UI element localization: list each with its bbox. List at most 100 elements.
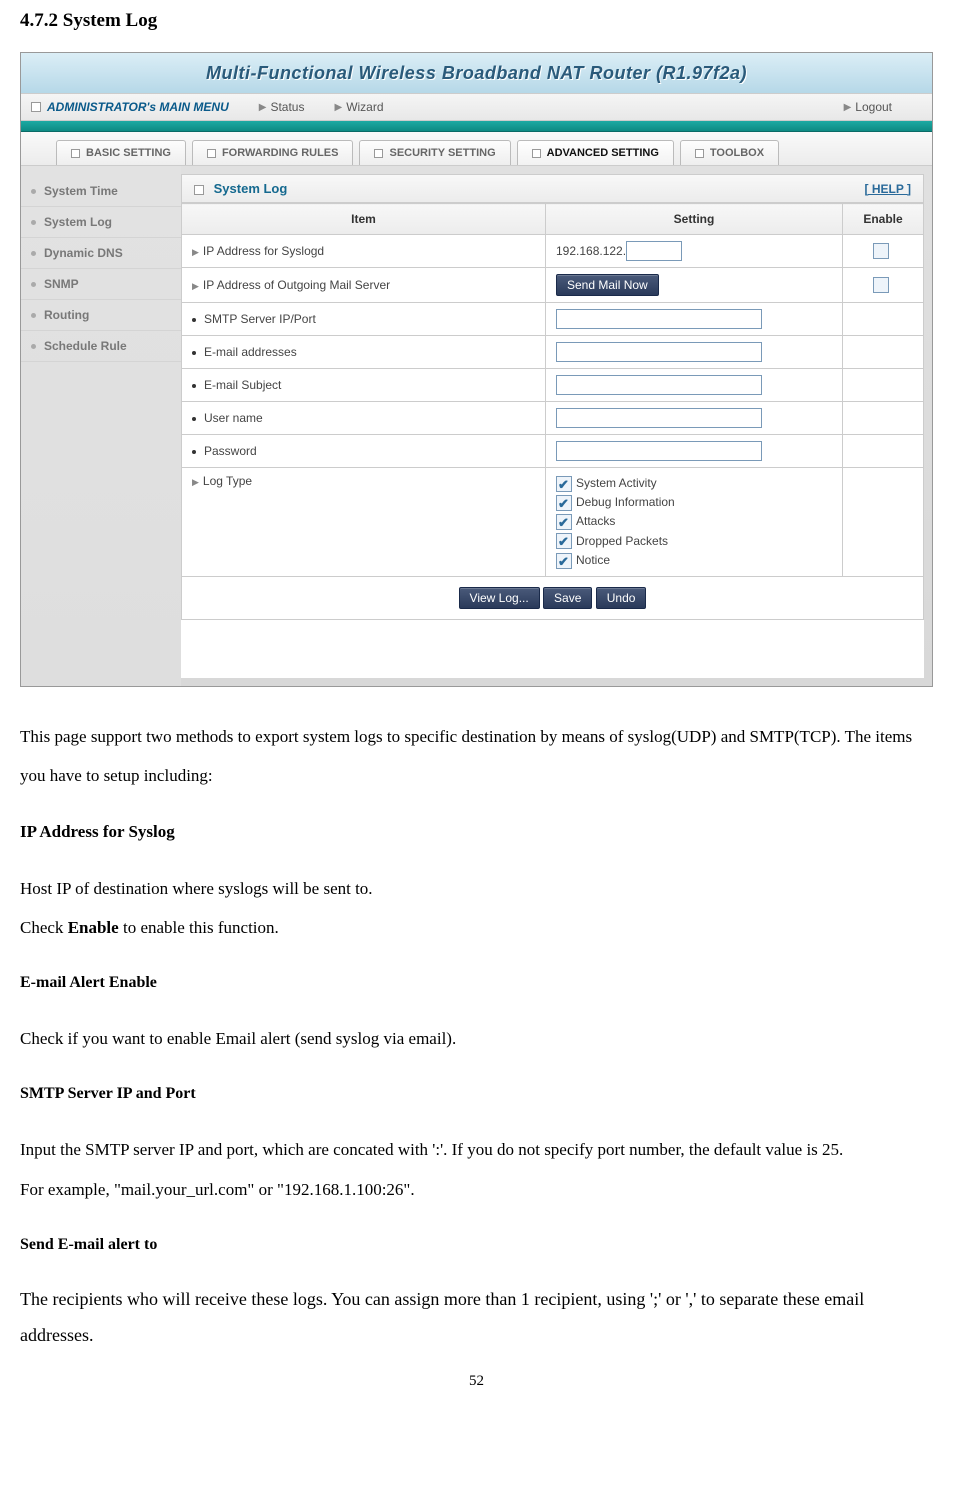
row-mail-server: ▶IP Address of Outgoing Mail Server Send… <box>182 268 924 303</box>
item-label: E-mail Subject <box>204 378 281 392</box>
settings-table: Item Setting Enable ▶IP Address for Sysl… <box>181 203 924 577</box>
panel-header: System Log [ HELP ] <box>181 174 924 203</box>
syslog-ip-input[interactable] <box>626 241 682 261</box>
arrow-icon: ▶ <box>259 102 267 113</box>
log-option-label: System Activity <box>576 476 657 490</box>
log-system-activity-checkbox[interactable] <box>556 476 572 492</box>
nav-status[interactable]: ▶Status <box>259 100 305 114</box>
help-link[interactable]: [ HELP ] <box>865 182 911 196</box>
tab-bullet-icon <box>532 149 541 158</box>
teal-divider <box>21 121 932 132</box>
log-debug-checkbox[interactable] <box>556 495 572 511</box>
router-title-bar: Multi-Functional Wireless Broadband NAT … <box>21 53 932 93</box>
tab-security-setting[interactable]: SECURITY SETTING <box>359 140 510 165</box>
smtp-input[interactable] <box>556 309 762 329</box>
tab-bullet-icon <box>207 149 216 158</box>
col-setting: Setting <box>546 204 843 235</box>
triangle-icon: ▶ <box>192 247 199 257</box>
section-heading: 4.7.2 System Log <box>20 10 933 32</box>
item-label: SMTP Server IP/Port <box>204 312 316 326</box>
mail-enable-checkbox[interactable] <box>873 277 889 293</box>
row-email-addresses: E-mail addresses <box>182 336 924 369</box>
dot-icon <box>192 384 196 388</box>
description-intro: This page support two methods to export … <box>20 717 933 795</box>
row-syslog-ip: ▶IP Address for Syslogd 192.168.122. <box>182 235 924 268</box>
desc-line: Check if you want to enable Email alert … <box>20 1019 933 1058</box>
tab-toolbox[interactable]: TOOLBOX <box>680 140 779 165</box>
sidebar-item-system-log[interactable]: System Log <box>21 207 181 238</box>
sidebar-item-label: SNMP <box>44 277 79 291</box>
tab-advanced-setting[interactable]: ADVANCED SETTING <box>517 140 674 165</box>
row-password: Password <box>182 435 924 468</box>
router-title: Multi-Functional Wireless Broadband NAT … <box>206 63 747 84</box>
item-label: Password <box>204 444 257 458</box>
ip-prefix: 192.168.122. <box>556 244 626 258</box>
heading-send-email: Send E-mail alert to <box>20 1229 933 1261</box>
syslog-enable-checkbox[interactable] <box>873 243 889 259</box>
sidebar-item-label: Schedule Rule <box>44 339 127 353</box>
tab-label: BASIC SETTING <box>86 147 171 159</box>
row-username: User name <box>182 402 924 435</box>
sidebar-item-label: System Log <box>44 215 112 229</box>
password-input[interactable] <box>556 441 762 461</box>
tab-forwarding-rules[interactable]: FORWARDING RULES <box>192 140 354 165</box>
undo-button[interactable]: Undo <box>596 587 647 609</box>
item-label: Log Type <box>203 474 252 488</box>
log-option-label: Notice <box>576 553 610 567</box>
dot-icon <box>31 282 36 287</box>
tab-basic-setting[interactable]: BASIC SETTING <box>56 140 186 165</box>
panel-title: System Log <box>214 181 288 196</box>
row-smtp: SMTP Server IP/Port <box>182 303 924 336</box>
dot-icon <box>192 417 196 421</box>
desc-line: Host IP of destination where syslogs wil… <box>20 869 933 908</box>
send-mail-now-button[interactable]: Send Mail Now <box>556 274 659 296</box>
log-dropped-checkbox[interactable] <box>556 533 572 549</box>
arrow-icon: ▶ <box>844 102 852 113</box>
dot-icon <box>31 313 36 318</box>
button-row: View Log... Save Undo <box>181 577 924 620</box>
sidebar-item-system-time[interactable]: System Time <box>21 176 181 207</box>
sidebar-item-label: Dynamic DNS <box>44 246 123 260</box>
triangle-icon: ▶ <box>192 477 199 487</box>
sidebar-item-dynamic-dns[interactable]: Dynamic DNS <box>21 238 181 269</box>
log-attacks-checkbox[interactable] <box>556 514 572 530</box>
sidebar-item-snmp[interactable]: SNMP <box>21 269 181 300</box>
desc-line: Input the SMTP server IP and port, which… <box>20 1130 933 1169</box>
nav-logout[interactable]: ▶Logout <box>844 100 892 114</box>
admin-menu-label: ADMINISTRATOR's MAIN MENU <box>47 100 229 114</box>
heading-ip-syslog: IP Address for Syslog <box>20 815 933 849</box>
save-button[interactable]: Save <box>543 587 592 609</box>
item-label: E-mail addresses <box>204 345 297 359</box>
dot-icon <box>192 318 196 322</box>
description-text: Input the SMTP server IP and port, which… <box>20 1130 933 1208</box>
log-notice-checkbox[interactable] <box>556 553 572 569</box>
dot-icon <box>192 450 196 454</box>
log-option-label: Attacks <box>576 514 615 528</box>
heading-email-alert: E-mail Alert Enable <box>20 967 933 999</box>
dot-icon <box>31 251 36 256</box>
item-label: User name <box>204 411 263 425</box>
view-log-button[interactable]: View Log... <box>459 587 540 609</box>
menu-bullet-icon <box>31 102 41 112</box>
dot-icon <box>31 344 36 349</box>
sidebar-item-label: Routing <box>44 308 89 322</box>
tab-bullet-icon <box>71 149 80 158</box>
table-header-row: Item Setting Enable <box>182 204 924 235</box>
email-addresses-input[interactable] <box>556 342 762 362</box>
nav-wizard[interactable]: ▶Wizard <box>334 100 383 114</box>
content-area: System Time System Log Dynamic DNS SNMP … <box>21 166 932 686</box>
nav-status-label: Status <box>270 100 304 114</box>
heading-smtp: SMTP Server IP and Port <box>20 1078 933 1110</box>
row-log-type: ▶Log Type System Activity Debug Informat… <box>182 468 924 577</box>
col-item: Item <box>182 204 546 235</box>
nav-logout-label: Logout <box>855 100 892 114</box>
dot-icon <box>31 220 36 225</box>
sidebar-item-schedule-rule[interactable]: Schedule Rule <box>21 331 181 362</box>
nav-wizard-label: Wizard <box>346 100 383 114</box>
desc-line: The recipients who will receive these lo… <box>20 1281 933 1353</box>
email-subject-input[interactable] <box>556 375 762 395</box>
tab-label: ADVANCED SETTING <box>547 147 659 159</box>
sidebar-item-routing[interactable]: Routing <box>21 300 181 331</box>
username-input[interactable] <box>556 408 762 428</box>
description-text: Check if you want to enable Email alert … <box>20 1019 933 1058</box>
